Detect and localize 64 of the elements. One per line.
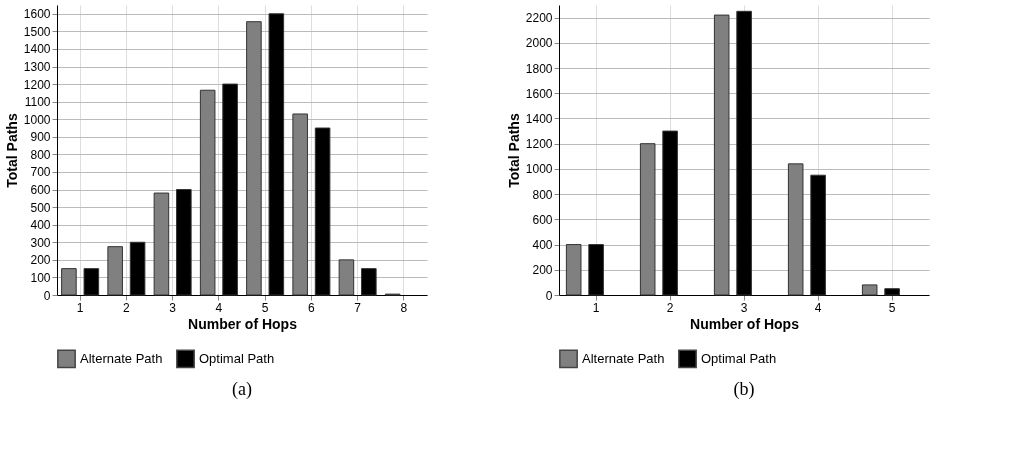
y-tick-label: 1000: [23, 112, 51, 127]
bar: [246, 21, 262, 296]
legend-label: Optimal Path: [199, 350, 275, 366]
x-tick-label: 2: [123, 300, 131, 315]
x-axis-title: Number of Hops: [690, 315, 800, 332]
y-tick-label: 200: [30, 253, 51, 268]
legend-label: Alternate Path: [582, 350, 665, 366]
legend-label: Alternate Path: [80, 350, 163, 366]
x-tick-label: 3: [740, 300, 748, 315]
y-tick-label: 0: [545, 288, 553, 303]
y-tick-label: 500: [30, 200, 51, 215]
y-tick-label: 1400: [23, 42, 51, 57]
y-tick-label: 1200: [23, 77, 51, 92]
y-tick-label: 2200: [525, 11, 553, 26]
y-tick-label: 1600: [23, 7, 51, 22]
y-tick-label: 300: [30, 235, 51, 250]
x-tick-label: 7: [354, 300, 362, 315]
y-tick-label: 400: [532, 238, 553, 253]
y-axis-title: Total Paths: [3, 113, 20, 188]
y-tick-label: 100: [30, 270, 51, 285]
bar: [639, 143, 656, 296]
x-tick-label: 2: [666, 300, 674, 315]
x-tick-label: 5: [888, 300, 896, 315]
x-tick-label: 3: [169, 300, 177, 315]
y-tick-label: 1800: [525, 61, 553, 76]
x-axis-title: Number of Hops: [188, 315, 298, 332]
legend-label: Optimal Path: [701, 350, 777, 366]
y-tick-label: 1200: [525, 137, 553, 152]
y-axis-title: Total Paths: [505, 113, 522, 188]
text: (b): [733, 379, 755, 400]
bar: [199, 89, 216, 296]
text: (a): [232, 379, 252, 400]
bar: [787, 163, 804, 296]
y-tick-label: 1500: [23, 24, 51, 39]
y-tick-label: 1300: [23, 60, 51, 75]
y-tick-label: 2000: [525, 36, 553, 51]
x-tick-label: 1: [76, 300, 84, 315]
bar: [338, 259, 355, 296]
y-tick-label: 400: [30, 218, 51, 233]
bar: [861, 284, 878, 296]
y-tick-label: 600: [30, 183, 51, 198]
x-tick-label: 1: [592, 300, 600, 315]
bar: [61, 268, 77, 296]
bar: [713, 14, 730, 296]
y-tick-label: 900: [30, 130, 51, 145]
y-tick-label: 1600: [525, 86, 553, 101]
y-tick-label: 200: [532, 263, 553, 278]
x-tick-label: 5: [261, 300, 269, 315]
x-tick-label: 6: [308, 300, 316, 315]
x-tick-label: 8: [400, 300, 408, 315]
y-tick-label: 600: [532, 212, 553, 227]
y-tick-label: 700: [30, 165, 51, 180]
y-tick-label: 1000: [525, 162, 553, 177]
y-tick-label: 1400: [525, 111, 553, 126]
bar: [107, 246, 123, 296]
y-tick-label: 800: [30, 147, 51, 162]
y-tick-label: 1100: [24, 95, 51, 110]
y-tick-label: 800: [532, 187, 553, 202]
x-tick-label: 4: [814, 300, 822, 315]
bar: [292, 113, 308, 296]
bar: [565, 244, 582, 296]
x-tick-label: 4: [215, 300, 223, 315]
bar: [153, 192, 170, 296]
y-tick-label: 0: [43, 288, 51, 303]
